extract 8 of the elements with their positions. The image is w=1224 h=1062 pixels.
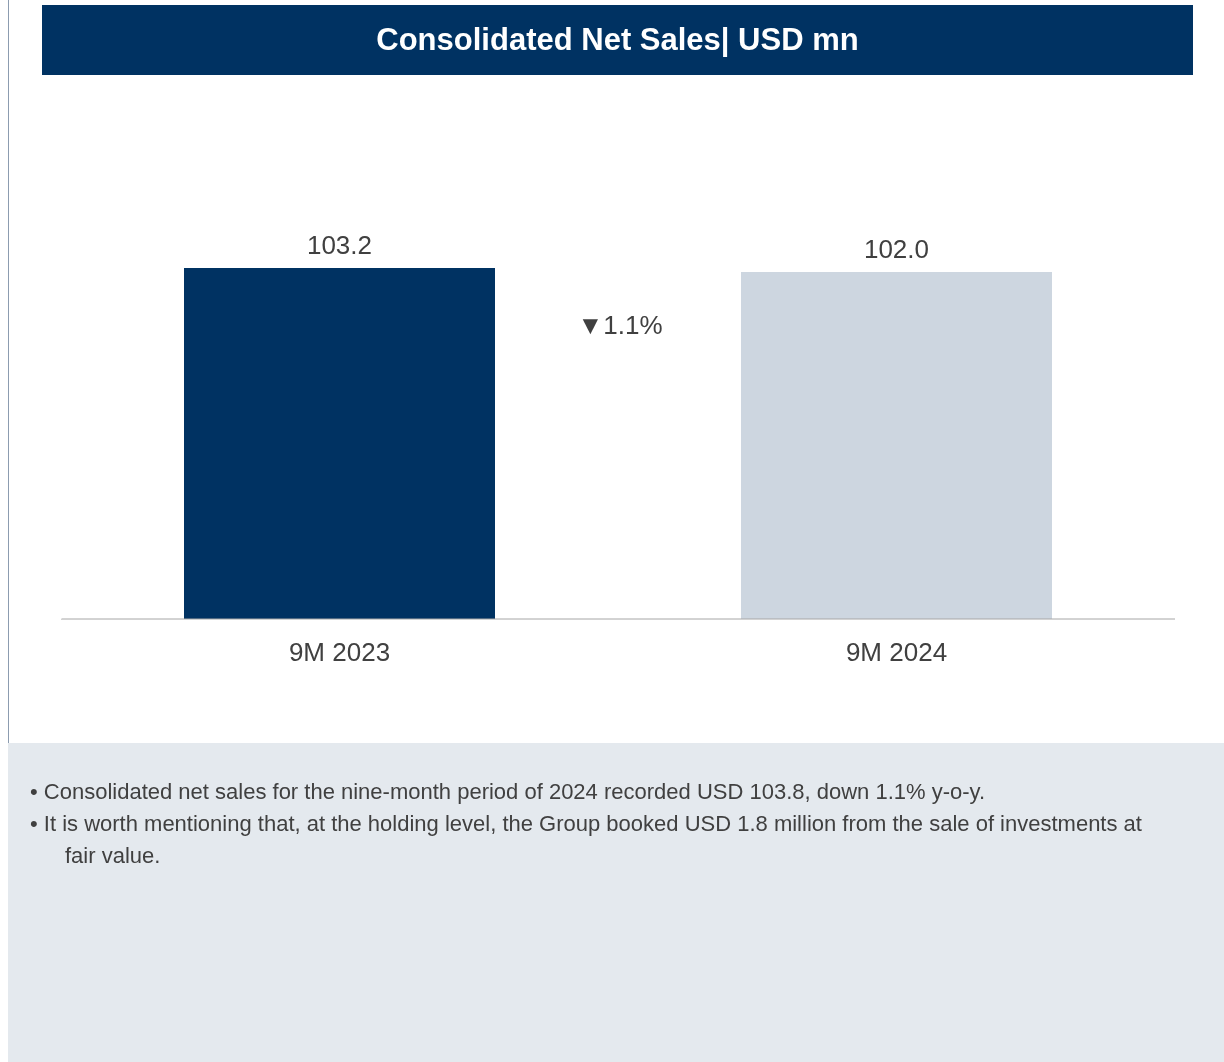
- chart-title: Consolidated Net Sales| USD mn: [42, 5, 1193, 75]
- data-label: 102.0: [863, 234, 930, 265]
- data-label: 103.2: [306, 230, 373, 260]
- text: • Consolidated net sales for the nine-month period of 2024 recorded USD 103.8, down 1.1% y-o-y.: [30, 778, 987, 806]
- text: • It is worth mentioning that, at the holding level, the Group booked USD 1.8 million from the sale of investments at fair value.: [30, 810, 1143, 870]
- x-tick-label: 9M 2024: [845, 637, 948, 668]
- x-tick-label: 9M 2023: [288, 637, 391, 668]
- annotation: ▼1.1%: [576, 310, 664, 341]
